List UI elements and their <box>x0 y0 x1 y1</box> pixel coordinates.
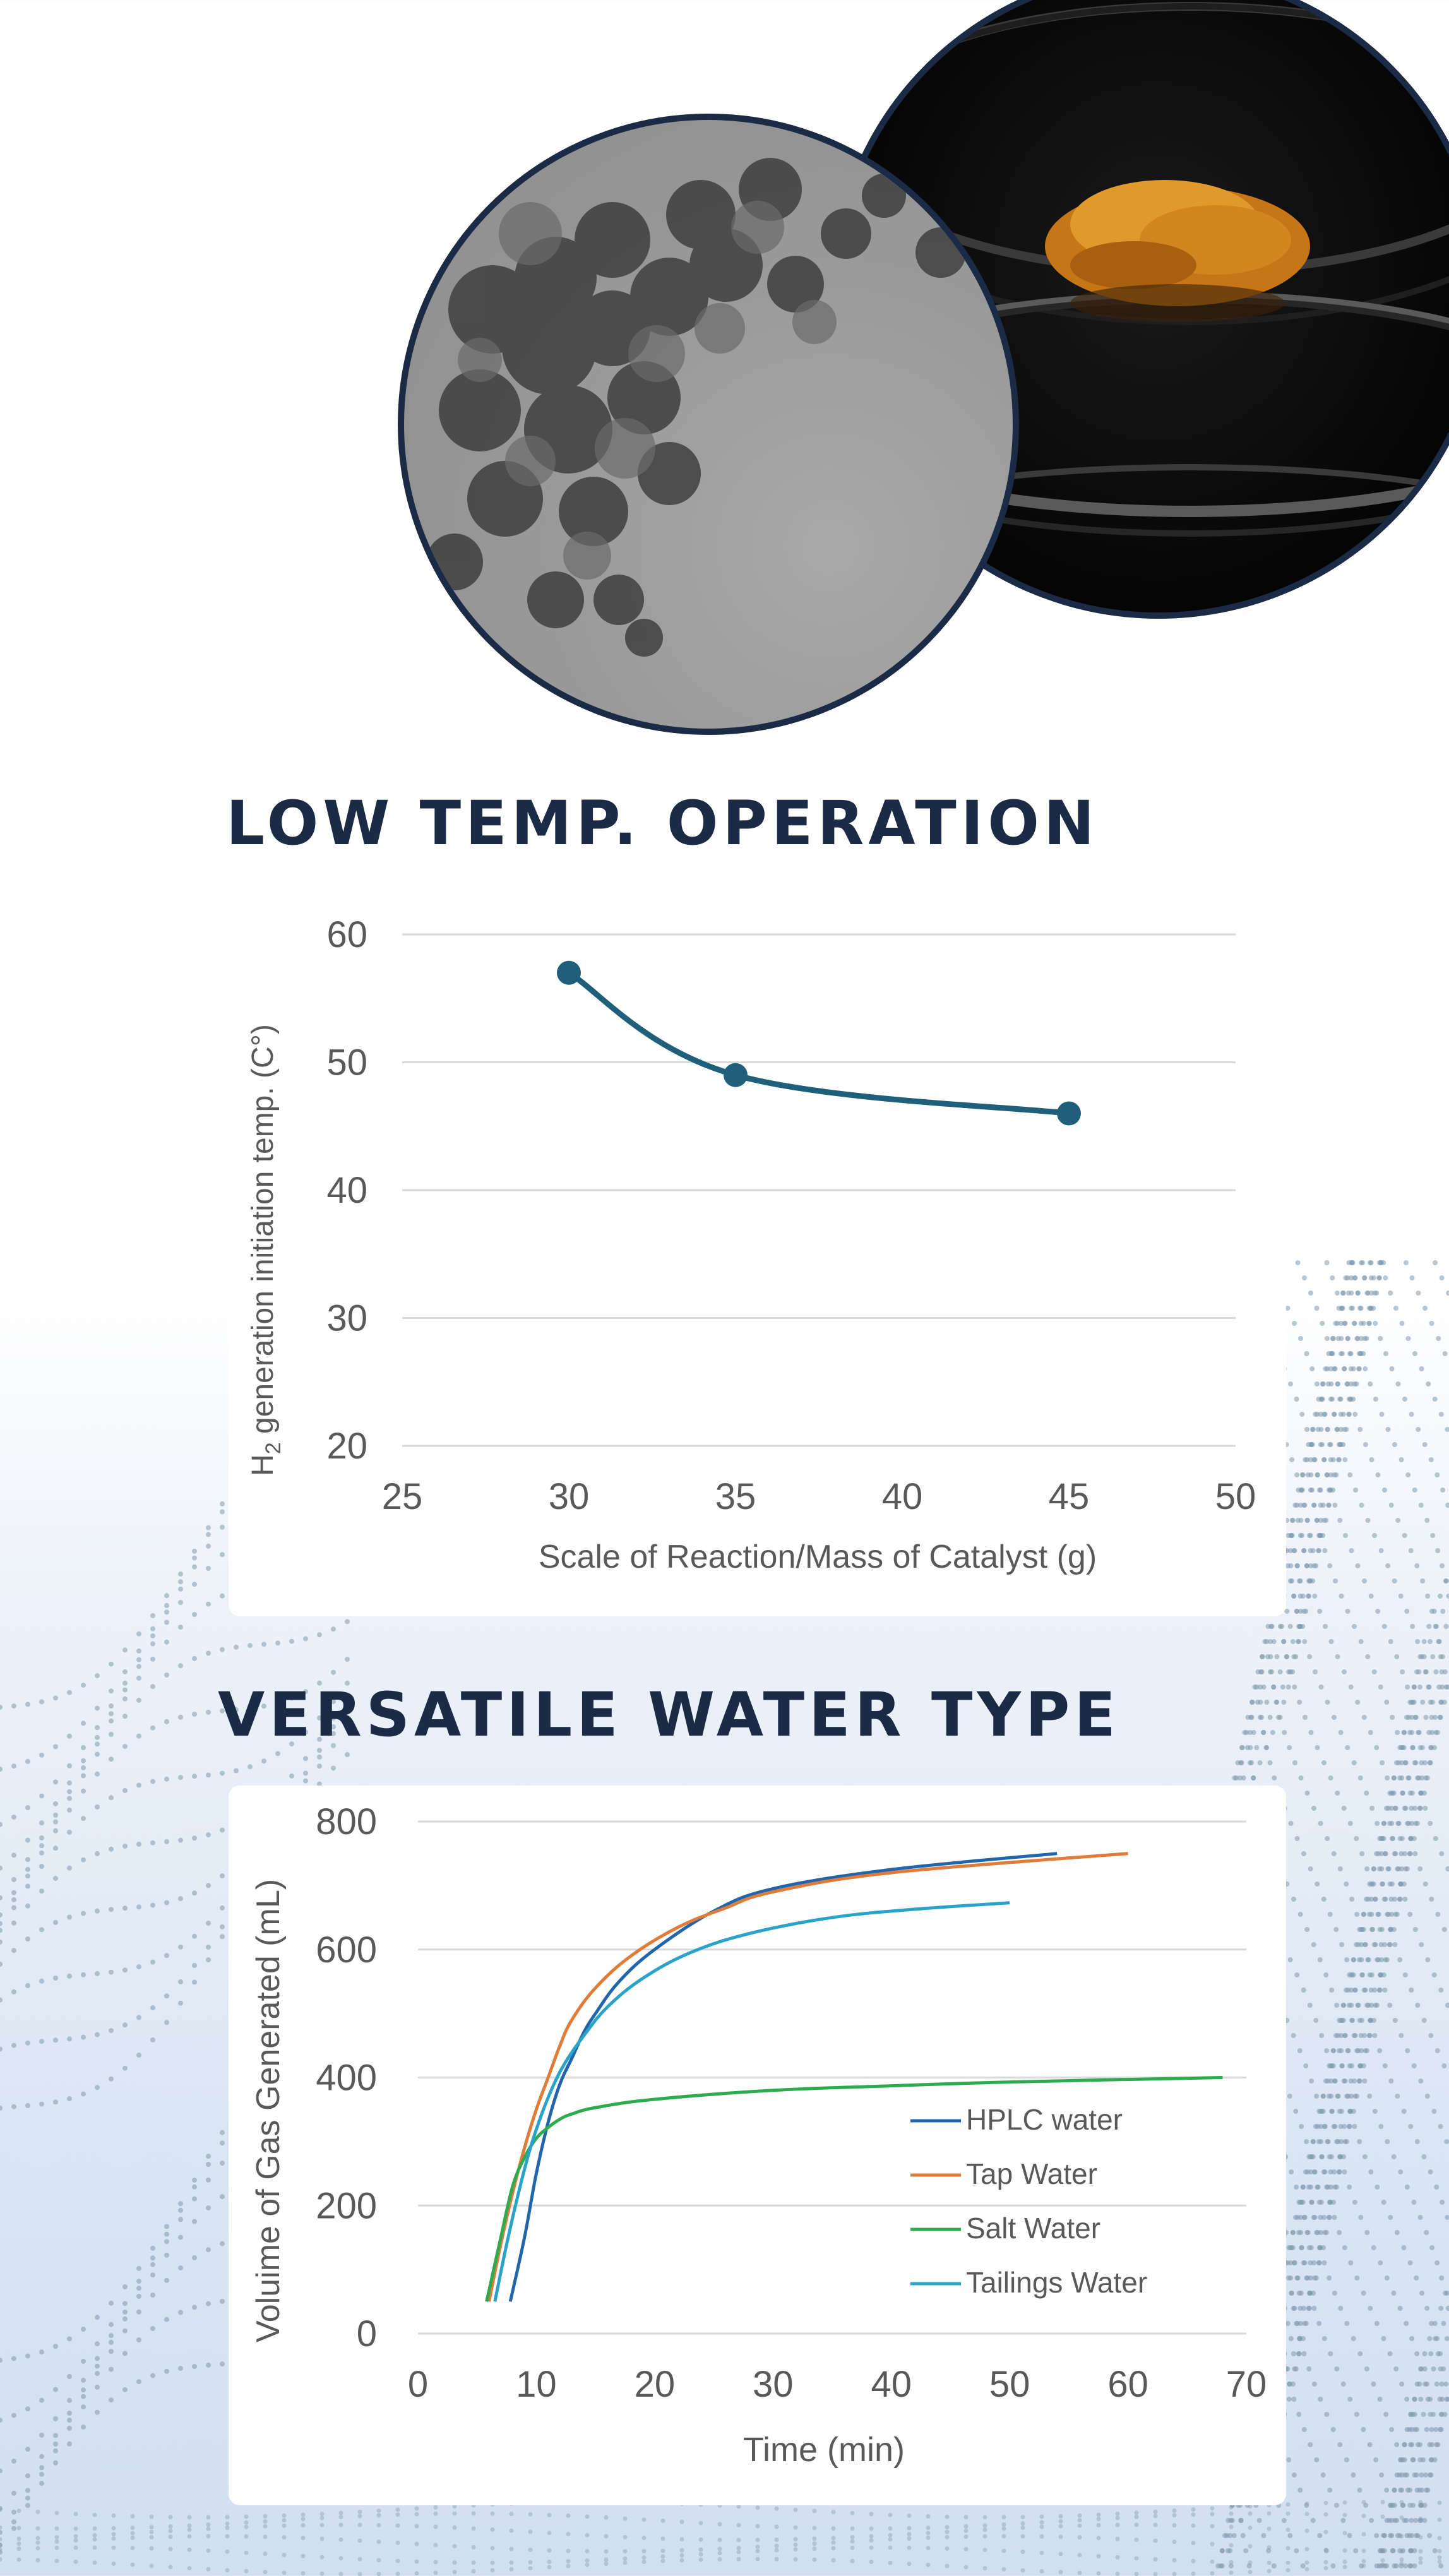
x-axis-label: Time (min) <box>743 2431 905 2469</box>
x-tick-label: 0 <box>408 2364 428 2405</box>
y-tick-label: 20 <box>326 1426 367 1467</box>
chart-legend: HPLC water Tap Water Salt Water Tailings Wa… <box>910 2103 1147 2299</box>
y-tick-label: 800 <box>316 1801 377 1842</box>
y-tick-label: 400 <box>316 2058 377 2099</box>
initiation-temp-line-chart: 20 30 40 50 60 25 30 35 40 45 50 Scale of Reactio… <box>246 914 1256 1575</box>
series-line-tailings-water <box>493 1901 1010 2302</box>
x-tick-label: 25 <box>382 1476 423 1517</box>
y-tick-label: 600 <box>316 1929 377 1971</box>
data-point <box>557 960 581 985</box>
x-axis-label: Scale of Reaction/Mass of Catalyst (g) <box>539 1539 1097 1575</box>
legend-entry: HPLC water <box>966 2103 1123 2136</box>
x-tick-label: 10 <box>516 2364 557 2405</box>
y-axis-label: Voluime of Gas Generated (mL) <box>250 1879 287 2342</box>
x-tick-label: 45 <box>1049 1476 1090 1517</box>
x-tick-label: 50 <box>1215 1476 1256 1517</box>
series-line-salt-water <box>485 2076 1223 2302</box>
series-line-initiation-temp <box>566 970 1072 1116</box>
series-line-hplc-water <box>508 1852 1058 2302</box>
x-tick-label: 35 <box>715 1476 756 1517</box>
gas-volume-line-chart: 0 200 400 600 800 0 10 20 30 40 50 60 70 HPLC water… <box>250 1801 1267 2469</box>
data-point <box>724 1063 748 1087</box>
y-tick-label: 50 <box>326 1042 367 1083</box>
data-point <box>1057 1101 1081 1126</box>
x-tick-label: 30 <box>753 2364 794 2405</box>
legend-entry: Tap Water <box>966 2157 1097 2190</box>
x-tick-label: 70 <box>1226 2364 1267 2405</box>
x-tick-label: 30 <box>549 1476 590 1517</box>
y-tick-label: 0 <box>357 2313 377 2354</box>
tem-micrograph-photo <box>398 114 1019 735</box>
section-title-low-temp: LOW TEMP. OPERATION <box>226 788 1099 859</box>
x-tick-label: 40 <box>871 2364 912 2405</box>
x-tick-label: 60 <box>1107 2364 1148 2405</box>
y-tick-label: 60 <box>326 914 367 955</box>
chart-card-water-type: 0 200 400 600 800 0 10 20 30 40 50 60 70 HPLC water… <box>229 1786 1286 2505</box>
y-tick-label: 30 <box>326 1298 367 1339</box>
x-tick-label: 50 <box>989 2364 1030 2405</box>
legend-entry: Salt Water <box>966 2212 1100 2245</box>
y-axis-label: H2 generation initiation temp. (C°) <box>246 1024 285 1476</box>
x-tick-label: 40 <box>882 1476 923 1517</box>
y-tick-label: 40 <box>326 1170 367 1211</box>
legend-entry: Tailings Water <box>966 2266 1147 2299</box>
section-title-water-type: VERSATILE WATER TYPE <box>218 1679 1120 1750</box>
chart-card-low-temp: 20 30 40 50 60 25 30 35 40 45 50 Scale of Reactio… <box>229 884 1286 1616</box>
y-tick-label: 200 <box>316 2185 377 2226</box>
x-tick-label: 20 <box>635 2364 676 2405</box>
